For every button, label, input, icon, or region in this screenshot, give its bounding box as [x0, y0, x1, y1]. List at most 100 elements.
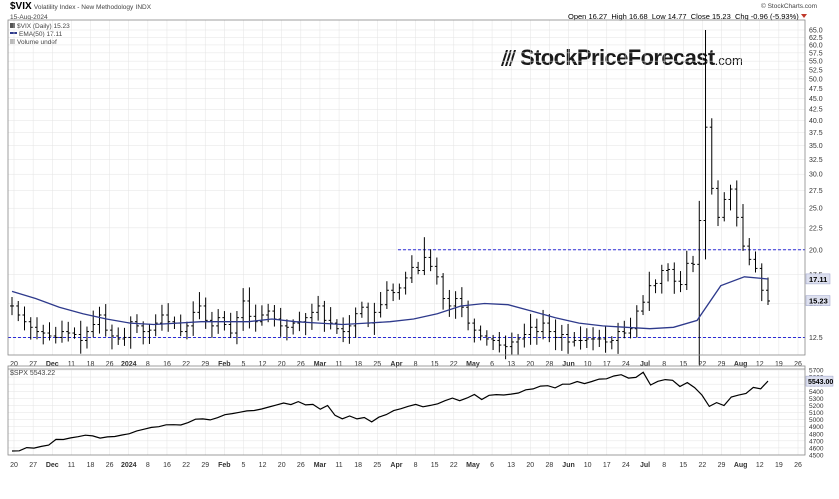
ohlc-bar [578, 326, 583, 350]
x-tick-label: 11 [68, 361, 75, 368]
ohlc-bar [709, 118, 714, 195]
ohlc-bar [353, 307, 358, 338]
legend-vix: $VIX (Daily) 15.23 [10, 22, 70, 31]
y-tick-label: 60.0 [809, 42, 823, 49]
ohlc-bar [372, 302, 377, 335]
reference-lines [8, 249, 805, 338]
ohlc-bar [322, 300, 327, 332]
bottom-panel-frame [7, 365, 806, 456]
x-tick-label: Aug [734, 361, 748, 368]
x-tick-label: 18 [354, 462, 362, 469]
ohlc-bar [84, 326, 89, 349]
ohlc-bar [572, 331, 577, 347]
ohlc-bar [397, 283, 402, 300]
ohlc-bar [316, 295, 321, 321]
y-tick-label: 12.5 [809, 335, 823, 342]
x-tick-label: Jun [562, 462, 574, 469]
x-tick-label: 22 [450, 462, 458, 469]
x-tick-label: 29 [718, 361, 726, 368]
x-tick-label: 11 [335, 361, 342, 368]
ohlc-bar [472, 318, 477, 343]
x-tick-label: 20 [278, 462, 286, 469]
spx-tick-label: 4600 [809, 445, 824, 452]
x-tick-label: 15 [679, 361, 687, 368]
ohlc-bar [234, 311, 239, 345]
ohlc-bar [203, 297, 208, 329]
y-tick-label: 20.0 [809, 247, 823, 254]
x-tick-label: 8 [414, 462, 418, 469]
y-tick-label: 57.5 [809, 50, 823, 57]
low-value: 14.77 [667, 12, 687, 21]
x-tick-label: 20 [526, 361, 534, 368]
ohlc-bar [516, 333, 521, 355]
ohlc-bar [34, 317, 39, 340]
ohlc-bar [53, 326, 58, 344]
x-tick-label: 27 [29, 462, 37, 469]
x-tick-label: 6 [490, 462, 494, 469]
x-tick-label: 22 [698, 361, 706, 368]
ohlc-bar [341, 317, 346, 343]
ohlc-bar [734, 180, 739, 227]
ohlc-bar [278, 307, 283, 337]
x-tick-label: 13 [507, 462, 515, 469]
logo-bars-icon [501, 50, 516, 66]
y-tick-label: 30.0 [809, 172, 823, 179]
x-tick-label: 26 [106, 462, 114, 469]
y-tick-label: 55.0 [809, 59, 823, 66]
x-tick-label: 28 [546, 361, 554, 368]
x-tick-label: 5 [242, 361, 246, 368]
ohlc-bar [616, 322, 621, 354]
ohlc-bar [272, 305, 277, 327]
ohlc-bar [253, 304, 258, 332]
panel-frames [7, 19, 806, 456]
x-tick-label: 16 [163, 361, 171, 368]
x-tick-label: 18 [354, 361, 362, 368]
x-tick-label: 29 [718, 462, 726, 469]
ohlc-bar [116, 327, 121, 345]
x-axis-top: 20 27 Dec 11 18 26 2024 8 16 22 29 Feb 5 12 20 26 Mar 11 1… [10, 361, 802, 368]
chart-header-left: $VIX Volatility Index - New Methodology … [10, 2, 151, 12]
ohlc-bar [497, 332, 502, 353]
x-tick-label: 11 [335, 462, 342, 469]
y-tick-label: 45.0 [809, 96, 823, 103]
ohlc-bar [534, 318, 539, 345]
ohlc-bar [378, 291, 383, 318]
ohlc-bar [522, 323, 527, 348]
y-tick-label: 65.0 [809, 28, 823, 35]
ohlc-bar [391, 283, 396, 302]
ohlc-bar [309, 303, 314, 330]
chg-value: -0.96 (-5.93%) [750, 12, 799, 21]
ohlc-bar [641, 295, 646, 316]
x-tick-label: 26 [297, 361, 305, 368]
ohlc-bar [441, 273, 446, 310]
spx-last-box [805, 375, 834, 387]
ohlc-bar [284, 319, 289, 341]
x-tick-label: 18 [87, 361, 95, 368]
x-tick-label: 26 [297, 462, 305, 469]
legend-line-icon [10, 32, 17, 34]
ohlc-bar [759, 263, 764, 302]
x-tick-label: 8 [662, 462, 666, 469]
x-tick-label: Feb [218, 361, 230, 368]
ohlc-bar [178, 314, 183, 337]
ohlc-bar [166, 303, 171, 332]
close-value: 15.23 [711, 12, 731, 21]
ohlc-bar [228, 312, 233, 339]
x-tick-label: 8 [414, 361, 418, 368]
ohlc-bar [691, 255, 696, 273]
ohlc-bar [728, 184, 733, 211]
spx-tick-label: 5400 [809, 389, 824, 396]
ohlc-bar [59, 320, 64, 343]
spx-tick-label: 4900 [809, 424, 824, 431]
ohlc-bar [403, 271, 408, 295]
x-tick-label: 26 [794, 361, 802, 368]
down-arrow-icon [800, 14, 807, 18]
open-value: 16.27 [588, 12, 608, 21]
x-tick-label: 26 [794, 462, 802, 469]
y-tick-label: 50.0 [809, 76, 823, 83]
ohlc-bar [422, 237, 427, 276]
x-tick-label: 24 [622, 462, 630, 469]
x-tick-label: Mar [314, 462, 327, 469]
top-panel-frame [7, 19, 806, 356]
